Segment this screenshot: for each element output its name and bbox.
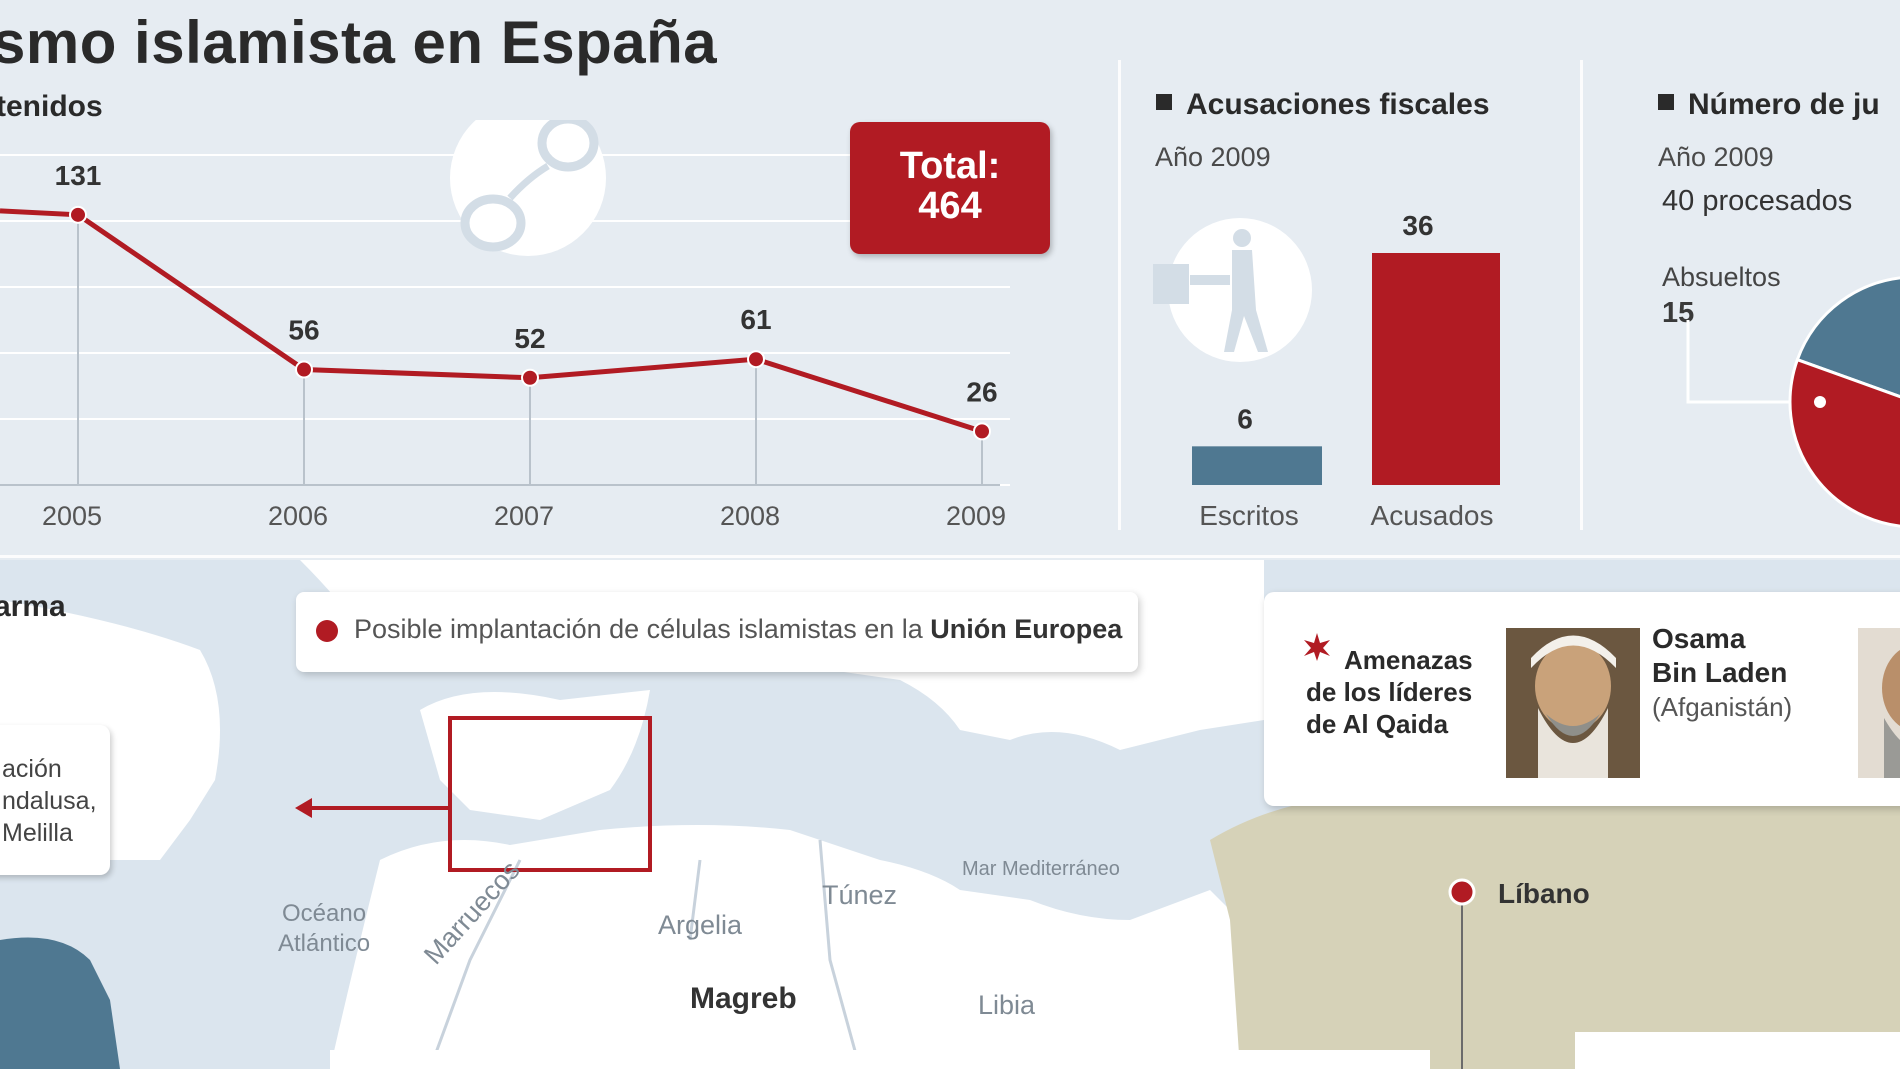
spain-zoom-card: ación ndalusa, Melilla bbox=[0, 725, 110, 875]
leader-dot bbox=[1814, 396, 1826, 408]
map-label-atlantico: Atlántico bbox=[278, 930, 371, 957]
al-qaida-threat-card: Amenazas de los líderes de Al Qaida Osam… bbox=[1264, 592, 1900, 806]
data-label: 52 bbox=[514, 323, 545, 354]
data-point bbox=[747, 350, 765, 369]
acusaciones-title: Acusaciones fiscales bbox=[1156, 88, 1490, 122]
threat-title-line1: Amenazas bbox=[1344, 645, 1473, 675]
zoom-box bbox=[448, 716, 652, 872]
spain-card-line2: ndalusa, bbox=[2, 787, 97, 815]
leader-photo bbox=[1506, 628, 1640, 778]
data-point bbox=[69, 205, 87, 224]
libano-marker bbox=[1448, 878, 1476, 906]
map-label-magreb: Magreb bbox=[690, 982, 797, 1015]
iberia-land bbox=[420, 690, 650, 820]
spain-card-line3: Melilla bbox=[2, 819, 73, 847]
threat-title-line3: de Al Qaida bbox=[1306, 709, 1449, 739]
juicios-procesados: 40 procesados bbox=[1662, 185, 1853, 217]
data-label: 26 bbox=[966, 376, 997, 407]
legend-text: Posible implantación de células islamist… bbox=[354, 614, 931, 644]
section-divider bbox=[1118, 60, 1121, 530]
spain-card-line1: ación bbox=[2, 755, 62, 783]
data-label: 61 bbox=[740, 304, 771, 335]
bar-data-label: 36 bbox=[1402, 210, 1433, 241]
data-point bbox=[521, 368, 539, 387]
x-tick-label: 2007 bbox=[494, 501, 554, 531]
bar-category-label: Escritos bbox=[1199, 500, 1299, 531]
leader-name-line1: Osama bbox=[1652, 623, 1746, 654]
acusaciones-title-text: Acusaciones fiscales bbox=[1186, 88, 1490, 121]
leader-country: (Afganistán) bbox=[1652, 692, 1793, 722]
accused-person-icon bbox=[1153, 218, 1312, 362]
square-bullet-icon bbox=[1156, 94, 1172, 110]
series-line bbox=[0, 208, 983, 434]
leader-photo-2 bbox=[1858, 628, 1900, 778]
total-label: Total: bbox=[899, 145, 1001, 187]
map-label-oceano: Océano bbox=[282, 900, 367, 927]
bar bbox=[1372, 253, 1500, 485]
acusaciones-year: Año 2009 bbox=[1155, 142, 1271, 172]
leader-name-line2: Bin Laden bbox=[1652, 657, 1788, 688]
square-bullet-icon bbox=[1658, 94, 1674, 110]
map-label-argelia: Argelia bbox=[658, 910, 743, 940]
alarma-label: arma bbox=[0, 590, 66, 623]
x-tick-label: 2006 bbox=[268, 501, 328, 531]
detenidos-title: tenidos bbox=[0, 90, 103, 123]
data-label: 131 bbox=[55, 160, 102, 191]
total-value: 464 bbox=[918, 185, 982, 227]
map-label-libia: Libia bbox=[978, 990, 1036, 1020]
total-detenidos-box: Total: 464 bbox=[850, 122, 1050, 254]
map-label-tunez: Túnez bbox=[822, 880, 898, 910]
bar bbox=[1192, 446, 1322, 485]
juicios-pie-chart bbox=[1686, 276, 1900, 528]
red-star-icon bbox=[1304, 633, 1330, 661]
map-label-libano: Líbano bbox=[1498, 878, 1590, 909]
section-divider bbox=[0, 555, 1900, 558]
x-tick-label: 2005 bbox=[42, 501, 102, 531]
map-label-mar: Mar Mediterráneo bbox=[962, 858, 1120, 880]
x-tick-label: 2008 bbox=[720, 501, 780, 531]
absueltos-label: Absueltos bbox=[1662, 262, 1781, 292]
page-title: smo islamista en España bbox=[0, 9, 718, 76]
legend-bold: Unión Europea bbox=[930, 614, 1123, 644]
section-divider bbox=[1580, 60, 1583, 530]
bar-data-label: 6 bbox=[1237, 403, 1253, 434]
pie-slice bbox=[1795, 276, 1900, 399]
data-point bbox=[295, 360, 313, 379]
juicios-title-text: Número de ju bbox=[1688, 88, 1880, 121]
threat-title-line2: de los líderes bbox=[1306, 677, 1473, 707]
ceuta-melilla-region bbox=[0, 937, 120, 1069]
red-dot-icon bbox=[316, 620, 338, 642]
data-point bbox=[973, 422, 991, 441]
north-africa-land bbox=[330, 825, 1240, 1069]
arrow-left-icon bbox=[295, 798, 312, 818]
detenidos-line-chart: 2005 2006 2007 2008 2009 131 56 52 61 26 bbox=[0, 120, 1010, 531]
x-tick-label: 2009 bbox=[946, 501, 1006, 531]
juicios-title: Número de ju bbox=[1658, 88, 1880, 122]
map-legend: Posible implantación de células islamist… bbox=[296, 592, 1138, 672]
data-label: 56 bbox=[288, 315, 319, 346]
juicios-year: Año 2009 bbox=[1658, 142, 1774, 172]
acusaciones-bar-chart: 6 Escritos 36 Acusados bbox=[1153, 210, 1500, 531]
middle-east-land bbox=[1210, 750, 1900, 1069]
handcuffs-icon bbox=[450, 120, 606, 256]
bar-category-label: Acusados bbox=[1371, 500, 1494, 531]
